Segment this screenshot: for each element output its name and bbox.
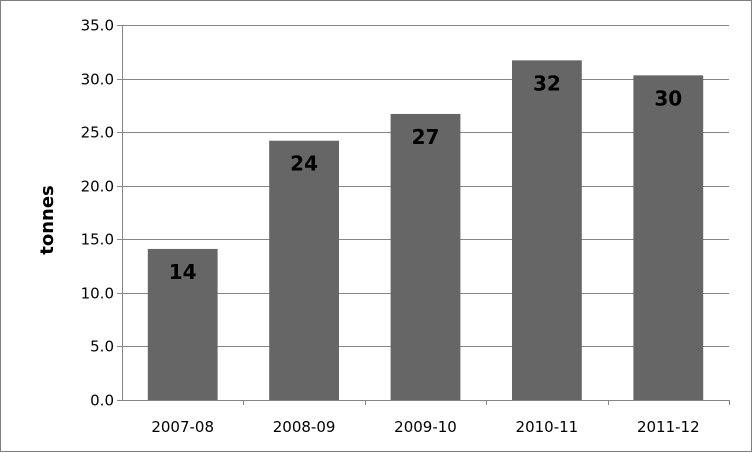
bar-data-label: 27 xyxy=(412,125,440,149)
x-tick-label: 2011-12 xyxy=(637,418,700,436)
y-tick-label: 15.0 xyxy=(81,231,114,249)
y-tick-label: 30.0 xyxy=(81,71,114,89)
y-tick-label: 25.0 xyxy=(81,124,114,142)
bar-data-label: 32 xyxy=(533,71,561,95)
bar-data-label: 30 xyxy=(654,86,682,110)
y-tick-label: 5.0 xyxy=(90,338,114,356)
y-tick-label: 0.0 xyxy=(90,392,114,410)
x-tick-label: 2007-08 xyxy=(151,418,214,436)
bar-2007-08 xyxy=(147,248,218,400)
labels: 0.0 5.0 10.0 15.0 20.0 25.0 30.0 35.0 2007-08 14 2… xyxy=(81,17,700,437)
bar-2009-10 xyxy=(390,113,461,400)
y-axis-title: tonnes xyxy=(37,185,58,255)
bar-2011-12 xyxy=(633,75,704,400)
y-tick-label: 10.0 xyxy=(81,285,114,303)
bar-data-label: 14 xyxy=(169,260,197,284)
x-tick-label: 2008-09 xyxy=(273,418,336,436)
bars xyxy=(147,60,704,400)
y-tick-label: 20.0 xyxy=(81,178,114,196)
x-tick-label: 2010-11 xyxy=(516,418,579,436)
bar-data-label: 24 xyxy=(290,152,318,176)
bar-2010-11 xyxy=(511,60,582,400)
bar-2008-09 xyxy=(269,140,340,400)
x-tick-label: 2009-10 xyxy=(394,418,457,436)
y-tick-label: 35.0 xyxy=(81,17,114,35)
axes xyxy=(117,25,730,405)
